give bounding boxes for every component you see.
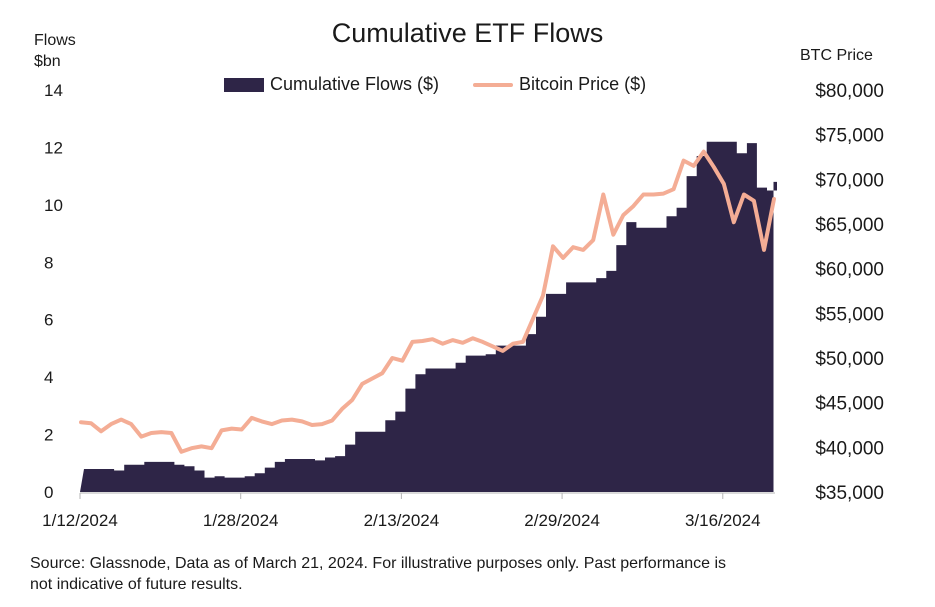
right-y-tick-label: $35,000 [815, 483, 884, 504]
right-y-tick-label: $40,000 [815, 438, 884, 459]
left-y-tick-label: 8 [44, 253, 53, 272]
legend-label-price: Bitcoin Price ($) [519, 74, 647, 94]
left-axis-label-line2: $bn [34, 53, 61, 70]
series-bitcoin-price-line [79, 149, 776, 454]
right-y-tick-label: $55,000 [815, 304, 884, 325]
left-y-tick-label: 0 [44, 483, 53, 502]
left-y-tick-label: 10 [44, 196, 63, 215]
left-y-tick-label: 6 [44, 311, 53, 330]
legend-item-flows: Cumulative Flows ($) [224, 74, 439, 95]
right-y-tick-label: $70,000 [815, 170, 884, 191]
legend-swatch-flows [224, 77, 264, 92]
right-y-tick-label: $50,000 [815, 349, 884, 370]
left-y-tick-label: 14 [44, 81, 63, 100]
right-axis-label: BTC Price [800, 47, 873, 64]
legend-label-flows: Cumulative Flows ($) [270, 74, 440, 94]
x-tick-label: 3/16/2024 [685, 511, 761, 530]
left-y-tick-label: 4 [44, 368, 53, 387]
legend: Cumulative Flows ($) Bitcoin Price ($) [224, 74, 680, 95]
right-y-tick-label: $75,000 [815, 126, 884, 147]
x-tick-label: 2/13/2024 [364, 511, 440, 530]
chart-title: Cumulative ETF Flows [331, 18, 604, 48]
right-y-tick-label: $65,000 [815, 215, 884, 236]
right-y-tick-label: $80,000 [815, 81, 884, 102]
right-y-tick-label: $45,000 [815, 394, 884, 415]
series-cumulative-flows-area [80, 141, 777, 492]
x-tick-label: 1/28/2024 [203, 511, 279, 530]
left-axis-label-line1: Flows [34, 32, 76, 49]
right-y-tick-label: $60,000 [815, 260, 884, 281]
left-y-tick-label: 2 [44, 426, 53, 445]
legend-swatch-price [473, 82, 514, 87]
source-note: Source: Glassnode, Data as of March 21, … [30, 555, 727, 593]
x-tick-label: 1/12/2024 [42, 511, 118, 530]
legend-item-price: Bitcoin Price ($) [473, 74, 646, 95]
left-axis-label: Flows $bn [34, 30, 76, 72]
x-tick-label: 2/29/2024 [524, 511, 600, 530]
left-y-tick-label: 12 [44, 138, 63, 157]
